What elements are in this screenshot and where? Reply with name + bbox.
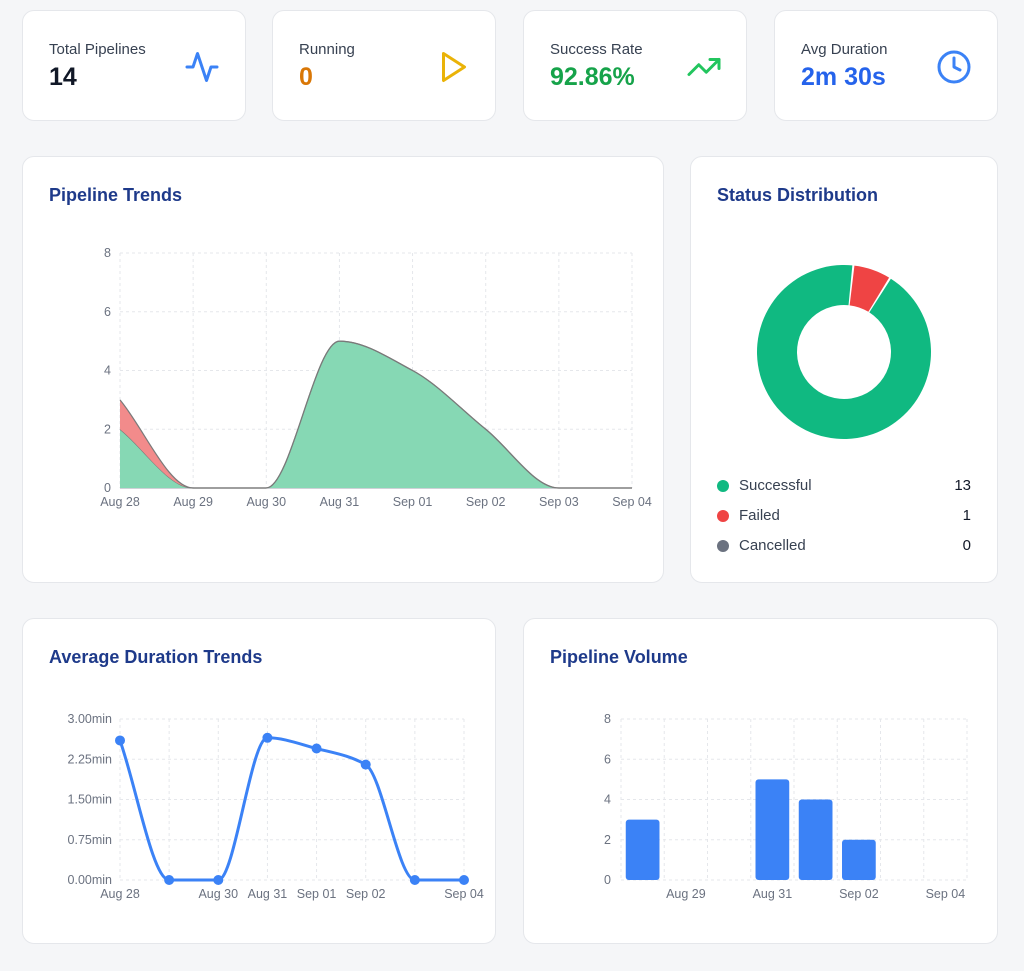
- legend-count: 13: [954, 477, 971, 494]
- y-tick-label: 4: [604, 793, 611, 807]
- legend-item-successful: Successful 13: [717, 475, 971, 497]
- x-tick-label: Sep 04: [612, 495, 652, 509]
- status-donut-chart: [757, 265, 931, 439]
- y-tick-label: 0.00min: [68, 873, 113, 887]
- successful-dot: [717, 480, 729, 492]
- duration-line: [118, 736, 464, 882]
- stat-value: 14: [49, 63, 77, 91]
- legend-item-cancelled: Cancelled 0: [717, 535, 971, 557]
- y-tick-label: 1.50min: [68, 793, 113, 807]
- donut-slice-successful: [757, 265, 931, 439]
- stat-value: 2m 30s: [801, 63, 886, 91]
- x-tick-label: Sep 04: [926, 887, 966, 901]
- legend-item-failed: Failed 1: [717, 505, 971, 527]
- x-tick-label: Sep 02: [346, 887, 386, 901]
- data-point: [115, 735, 125, 746]
- y-tick-label: 6: [104, 305, 111, 319]
- data-point: [360, 759, 371, 770]
- x-tick-label: Aug 31: [753, 887, 793, 901]
- y-tick-label: 2: [604, 833, 611, 847]
- area-line-failed: [119, 340, 632, 489]
- bar-sep-02: [842, 839, 876, 880]
- pipeline-trends-card: Pipeline Trends 0 2 4 6 8 Aug 28 Aug 29 Aug 30 A…: [22, 156, 664, 583]
- y-tick-label: 6: [604, 752, 611, 766]
- y-tick-label: 0.75min: [68, 833, 113, 847]
- play-icon: [442, 52, 466, 82]
- y-tick-label: 0: [604, 873, 611, 887]
- data-point: [459, 875, 469, 885]
- legend-label: Cancelled: [739, 537, 806, 554]
- x-tick-label: Aug 29: [666, 887, 706, 901]
- stat-label: Total Pipelines: [49, 41, 146, 58]
- y-tick-label: 8: [604, 712, 611, 726]
- stat-value: 92.86%: [550, 63, 635, 91]
- y-tick-label: 8: [104, 246, 111, 260]
- x-tick-label: Aug 28: [100, 887, 140, 901]
- x-tick-label: Aug 30: [246, 495, 286, 509]
- legend-label: Failed: [739, 507, 780, 524]
- legend-count: 0: [962, 537, 971, 554]
- stat-label: Running: [299, 41, 355, 58]
- stat-label: Success Rate: [550, 41, 643, 58]
- data-point: [311, 743, 322, 754]
- x-tick-label: Aug 29: [173, 495, 213, 509]
- status-distribution-title: Status Distribution: [717, 185, 878, 205]
- clock-icon: [937, 50, 971, 84]
- status-distribution-card: Status Distribution Successful 13 Failed…: [690, 156, 998, 583]
- legend-label: Successful: [739, 477, 812, 494]
- stat-card-avg-duration: Avg Duration 2m 30s: [774, 10, 998, 121]
- average-duration-trends-card: Average Duration Trends 0.00min 0.75min 1.…: [22, 618, 496, 944]
- x-tick-label: Aug 30: [198, 887, 238, 901]
- stat-label: Avg Duration: [801, 41, 888, 58]
- x-tick-label: Aug 28: [100, 495, 140, 509]
- average-duration-trends-title: Average Duration Trends: [49, 647, 263, 667]
- x-tick-label: Aug 31: [320, 495, 360, 509]
- x-tick-label: Aug 31: [248, 887, 288, 901]
- pipeline-trends-chart: 0 2 4 6 8 Aug 28 Aug 29 Aug 30 Aug 31 Sep 01 Sep 0…: [100, 246, 652, 509]
- x-tick-label: Sep 03: [539, 495, 579, 509]
- bar-sep-01: [798, 799, 833, 880]
- y-tick-label: 4: [104, 364, 111, 378]
- activity-icon: [185, 52, 219, 82]
- x-tick-label: Sep 01: [297, 887, 337, 901]
- data-point: [262, 732, 273, 743]
- stat-card-success-rate: Success Rate 92.86%: [523, 10, 747, 121]
- y-tick-label: 2: [104, 422, 111, 436]
- donut-slice-failed: [849, 265, 890, 312]
- area-success: [120, 341, 632, 488]
- bar-aug-28: [625, 819, 660, 880]
- data-point: [164, 875, 175, 885]
- pipeline-volume-card: Pipeline Volume 0 2 4 6 8 Aug 29 Aug 31 Sep 02 S…: [523, 618, 998, 944]
- x-tick-label: Sep 02: [839, 887, 879, 901]
- trending-up-icon: [687, 58, 721, 76]
- stat-card-running: Running 0: [272, 10, 496, 121]
- bar-aug-31: [755, 779, 790, 880]
- y-tick-label: 3.00min: [68, 712, 113, 726]
- y-tick-label: 2.25min: [68, 752, 113, 766]
- x-tick-label: Sep 04: [444, 887, 484, 901]
- legend-count: 1: [962, 507, 971, 524]
- x-tick-label: Sep 02: [466, 495, 506, 509]
- pipeline-trends-title: Pipeline Trends: [49, 185, 183, 205]
- stat-value: 0: [299, 63, 313, 91]
- cancelled-dot: [717, 540, 729, 552]
- data-point: [213, 875, 224, 885]
- failed-dot: [717, 510, 729, 522]
- pipeline-volume-chart: 0 2 4 6 8 Aug 29 Aug 31 Sep 02 Sep 04: [604, 712, 968, 901]
- average-duration-chart: 0.00min 0.75min 1.50min 2.25min 3.00min Aug 2…: [68, 712, 484, 901]
- stat-card-total-pipelines: Total Pipelines 14: [22, 10, 246, 121]
- y-tick-label: 0: [104, 481, 111, 495]
- data-point: [409, 875, 420, 885]
- pipeline-volume-title: Pipeline Volume: [550, 647, 688, 667]
- x-tick-label: Sep 01: [393, 495, 433, 509]
